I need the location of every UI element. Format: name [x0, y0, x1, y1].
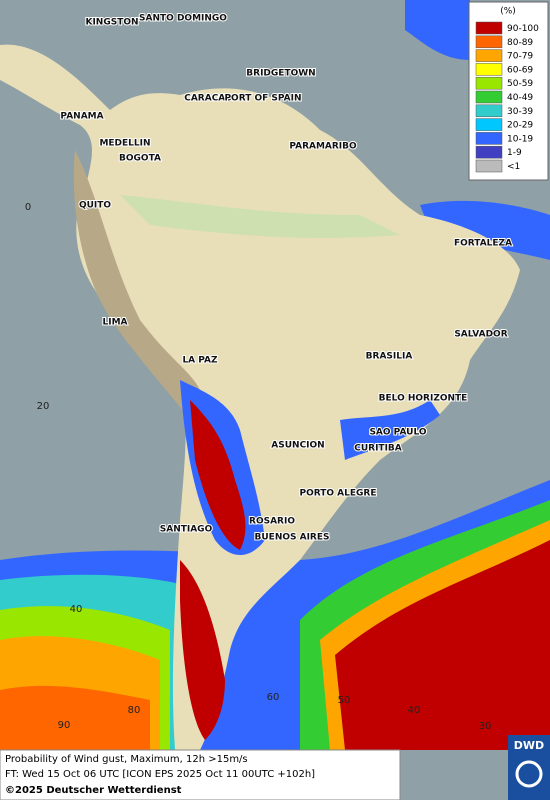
footer [0, 749, 401, 800]
grid-label: 0 [25, 202, 31, 213]
legend-label: 10-19 [507, 134, 533, 144]
amazon [120, 195, 400, 238]
legend-swatch [475, 35, 503, 49]
legend-label: 90-100 [507, 24, 539, 34]
legend-swatch [475, 49, 503, 62]
city-label: PANAMA [60, 112, 103, 122]
legend-label: 70-79 [507, 52, 533, 62]
city-label: ASUNCION [271, 441, 324, 451]
city-label: CARACAS [184, 94, 232, 104]
legend-label: 30-39 [507, 107, 533, 117]
legend-swatch [475, 132, 503, 145]
legend-swatch [475, 104, 503, 118]
legend-swatch [475, 90, 503, 104]
city-label: BRASILIA [366, 352, 413, 362]
legend-label: 40-49 [507, 93, 533, 103]
legend-swatch [475, 21, 503, 35]
city-label: SANTO DOMINGO [139, 14, 227, 24]
footer-ft: FT: Wed 15 Oct 06 UTC [ICON EPS 2025 Oct… [5, 769, 315, 780]
city-label: BELO HORIZONTE [379, 394, 468, 404]
city-label: QUITO [79, 201, 111, 211]
grid-label: 50 [338, 695, 351, 706]
wind-field [0, 0, 550, 750]
city-label: PARAMARIBO [289, 142, 357, 152]
legend-swatch [475, 145, 503, 159]
city-label: LA PAZ [182, 356, 218, 366]
city-label: SALVADOR [454, 330, 507, 340]
grid-label: 90 [58, 720, 71, 731]
logo-icon [515, 760, 543, 788]
legend-items: 90-100 80-89 70-79 60-69 50-59 40-49 30-39 20-2… [475, 21, 539, 173]
legend-unit: (%) [500, 7, 516, 17]
copyright: ©2025 Deutscher Wetterdienst [5, 785, 182, 796]
city-label: PORT OF SPAIN [224, 94, 301, 104]
city-label: KINGSTON [85, 18, 138, 28]
footer-title: Probability of Wind gust, Maximum, 12h >… [5, 754, 248, 765]
city-label: CURITIBA [354, 444, 402, 454]
grid-label: 60 [267, 692, 280, 703]
grid-label: 20 [37, 401, 50, 412]
legend-label: 50-59 [507, 79, 533, 89]
grid-label: 40 [408, 705, 421, 716]
city-label: BOGOTA [119, 154, 161, 164]
legend-label: 60-69 [507, 65, 533, 75]
city-label: MEDELLIN [99, 139, 150, 149]
city-label: BUENOS AIRES [255, 533, 330, 543]
grid-labels: 0 20 40 90 80 60 50 40 30 [25, 202, 492, 732]
legend-swatch [475, 118, 503, 131]
legend-label: <1 [507, 162, 520, 172]
logo [508, 735, 550, 800]
legend-label: 80-89 [507, 38, 533, 48]
legend-swatch [475, 159, 503, 173]
legend-label: 20-29 [507, 121, 533, 131]
city-label: PORTO ALEGRE [299, 489, 376, 499]
city-label: LIMA [102, 318, 127, 328]
city-label: SAO PAULO [369, 428, 426, 438]
continent [0, 44, 520, 751]
legend-label: 1-9 [507, 148, 522, 158]
city-labels: KINGSTON SANTO DOMINGOBRIDGETOWNCARACASPO… [59, 13, 513, 544]
city-label: ROSARIO [249, 517, 295, 527]
city-label: FORTALEZA [454, 239, 512, 249]
wind-field-land [180, 380, 440, 740]
city-label: BRIDGETOWN [246, 69, 315, 79]
grid-label: 30 [479, 721, 492, 732]
grid-label: 80 [128, 705, 141, 716]
city-label: SANTIAGO [160, 525, 213, 535]
legend-swatch [475, 76, 503, 90]
legend-swatch [475, 63, 503, 76]
grid-label: 40 [70, 604, 83, 615]
logo-text: DWD [514, 739, 544, 752]
